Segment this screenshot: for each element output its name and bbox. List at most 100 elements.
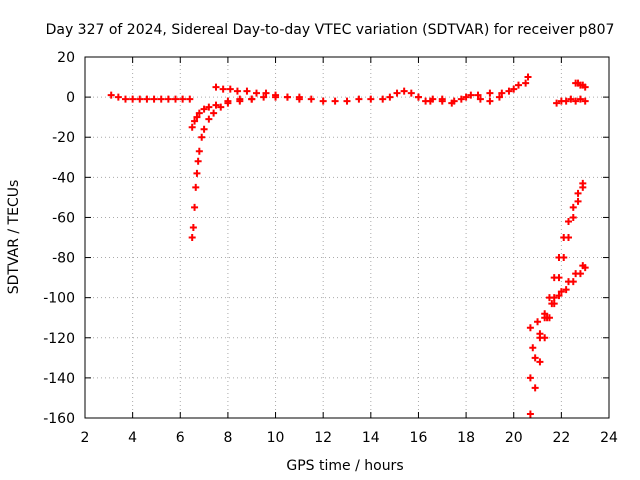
data-point [498, 89, 506, 97]
data-point [565, 278, 573, 286]
data-point [562, 97, 570, 105]
plot-frame [84, 56, 610, 419]
grid [85, 57, 609, 418]
data-point [150, 95, 158, 103]
data-point [574, 197, 582, 205]
x-tick-label: 12 [314, 430, 332, 446]
data-point [191, 117, 199, 125]
data-point [569, 213, 577, 221]
data-point [438, 95, 446, 103]
series-cluster-15h-b [414, 79, 530, 105]
data-point [522, 79, 530, 87]
data-point [567, 95, 575, 103]
data-point [557, 288, 565, 296]
data-point [379, 95, 387, 103]
data-point [212, 101, 220, 109]
data-point [193, 169, 201, 177]
data-point [172, 95, 180, 103]
y-tick-label: 0 [66, 90, 75, 106]
data-point [550, 300, 558, 308]
data-point [555, 254, 563, 262]
data-point [574, 189, 582, 197]
data-point [188, 123, 196, 131]
data-point [450, 97, 458, 105]
data-point [243, 87, 251, 95]
data-point [114, 93, 122, 101]
series-baseline-early [107, 91, 194, 103]
data-point [192, 183, 200, 191]
data-point [474, 91, 482, 99]
x-tick-label: 16 [410, 430, 428, 446]
x-tick-label: 22 [552, 430, 570, 446]
data-point [407, 89, 415, 97]
data-point [572, 97, 580, 105]
data-point [200, 105, 208, 113]
data-point [367, 95, 375, 103]
data-point [576, 95, 584, 103]
data-point [524, 73, 532, 81]
data-point [217, 103, 225, 111]
data-point [136, 95, 144, 103]
data-point [457, 95, 465, 103]
y-tick-label: -60 [52, 210, 75, 226]
data-point [569, 203, 577, 211]
data-point [121, 95, 129, 103]
data-point [189, 223, 197, 231]
data-point [248, 95, 256, 103]
data-point [307, 95, 315, 103]
data-point [236, 95, 244, 103]
y-tick-label: -160 [43, 411, 75, 427]
y-tick-label: -140 [43, 371, 75, 387]
data-point [295, 95, 303, 103]
data-point [226, 85, 234, 93]
data-point [541, 310, 549, 318]
data-point [157, 95, 165, 103]
series-hump-8h [212, 83, 303, 101]
data-point [572, 270, 580, 278]
data-point [526, 374, 534, 382]
x-tick-label: 20 [505, 430, 523, 446]
data-point [186, 95, 194, 103]
data-point [400, 87, 408, 95]
series-late-21h [553, 95, 589, 107]
series-ramp-d [529, 262, 587, 352]
data-point [210, 109, 218, 117]
x-tick-label: 6 [176, 430, 185, 446]
data-point [486, 97, 494, 105]
data-point [414, 93, 422, 101]
y-tick-label: -80 [52, 251, 75, 267]
series-drop-6.5h-b [188, 93, 268, 131]
data-point [386, 93, 394, 101]
data-point [233, 87, 241, 95]
data-points [107, 73, 589, 418]
data-point [426, 97, 434, 105]
data-point [193, 113, 201, 121]
data-point [164, 95, 172, 103]
data-point [224, 97, 232, 105]
data-point [107, 91, 115, 99]
data-point [355, 95, 363, 103]
y-tick-label: -120 [43, 331, 75, 347]
data-point [272, 93, 280, 101]
chart-title: Day 327 of 2024, Sidereal Day-to-day VTE… [46, 22, 615, 38]
y-tick-label: -40 [52, 170, 75, 186]
data-point [545, 294, 553, 302]
data-point [550, 274, 558, 282]
data-point [529, 344, 537, 352]
data-point [562, 286, 570, 294]
data-point [319, 97, 327, 105]
data-point [252, 89, 260, 97]
data-point [343, 97, 351, 105]
ticks: 2 4 6 8 10 12 14 16 18 20 22 24-160-140-120-100-80-… [43, 50, 618, 446]
data-point [536, 330, 544, 338]
data-point [205, 115, 213, 123]
data-point [262, 89, 270, 97]
data-point [129, 95, 137, 103]
data-point [212, 83, 220, 91]
data-point [188, 234, 196, 241]
x-tick-label: 18 [457, 430, 475, 446]
data-point [194, 157, 202, 165]
data-point [534, 318, 542, 326]
